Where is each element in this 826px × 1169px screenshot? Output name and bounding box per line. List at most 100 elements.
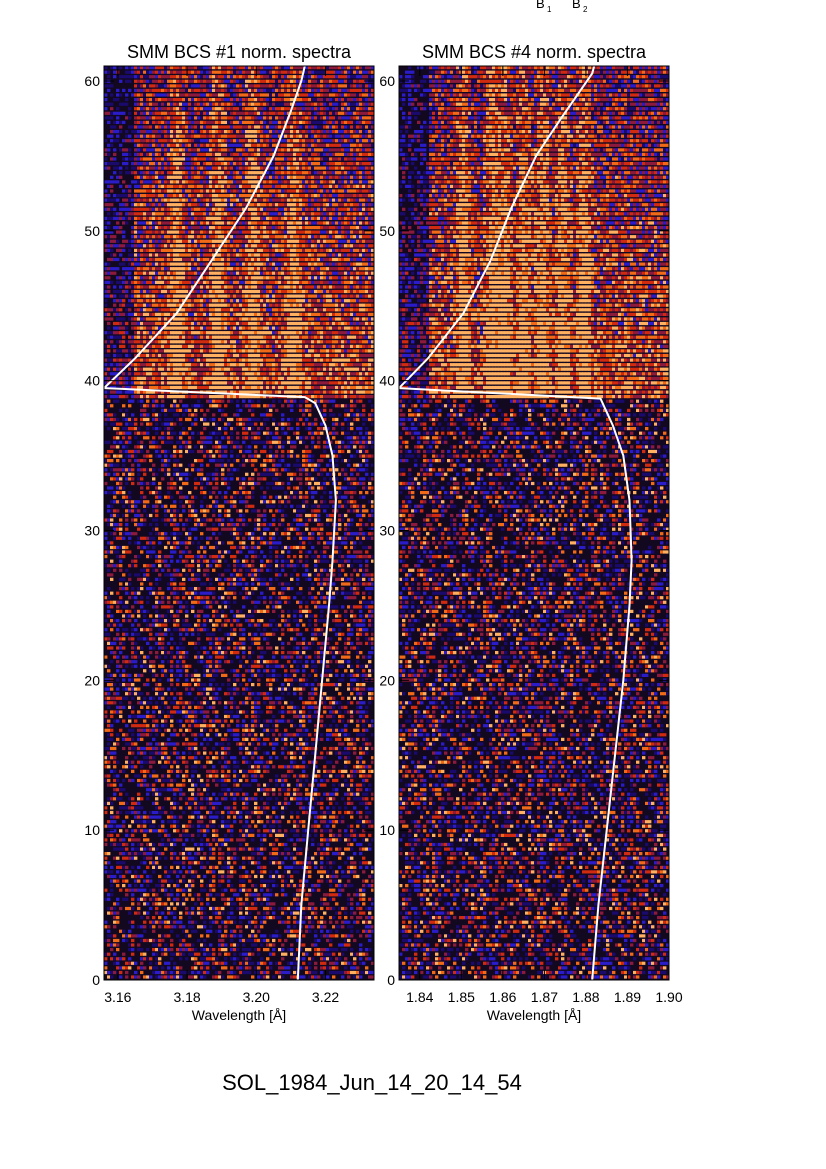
spectrogram-cell [221, 71, 224, 74]
spectrogram-cell [329, 267, 332, 270]
spectrogram-cell [236, 180, 239, 183]
spectrogram-cell [260, 157, 263, 160]
spectrogram-cell [128, 276, 131, 279]
spectrogram-cell [302, 313, 305, 316]
spectrogram-cell [284, 84, 287, 87]
spectrogram-cell [266, 103, 269, 106]
spectrogram-cell [134, 290, 137, 293]
spectrogram-cell [146, 212, 149, 215]
spectrogram-cell [158, 249, 161, 252]
spectrogram-cell [242, 144, 245, 147]
spectrogram-cell [266, 148, 269, 151]
spectrogram-cell [323, 285, 326, 288]
spectrogram-cell [326, 148, 329, 151]
spectrogram-cell [260, 281, 263, 284]
spectrogram-cell [122, 139, 125, 142]
spectrogram-cell [134, 208, 137, 211]
spectrogram-cell [317, 139, 320, 142]
spectrogram-cell [362, 189, 365, 192]
spectrogram-cell [365, 103, 368, 106]
spectrogram-cell [314, 285, 317, 288]
spectrogram-cell [137, 144, 140, 147]
spectrogram-cell [110, 208, 113, 211]
spectrogram-cell [299, 98, 302, 101]
spectrogram-cell [164, 167, 167, 170]
spectrogram-cell [239, 235, 242, 238]
spectrogram-cell [275, 89, 278, 92]
spectrogram-cell [227, 157, 230, 160]
spectrogram-cell [266, 304, 269, 307]
spectrogram-cell [218, 121, 221, 124]
spectrogram-cell [338, 290, 341, 293]
spectrogram-cell [155, 263, 158, 266]
spectrogram-cell [230, 295, 233, 298]
spectrogram-cell [215, 75, 218, 78]
spectrogram-cell [245, 244, 248, 247]
spectrogram-cell [353, 226, 356, 229]
spectrogram-cell [359, 212, 362, 215]
spectrogram-cell [242, 217, 245, 220]
spectrogram-cell [182, 153, 185, 156]
spectrogram-cell [275, 290, 278, 293]
spectrogram-cell [215, 231, 218, 234]
spectrogram-cell [125, 148, 128, 151]
spectrogram-cell [314, 299, 317, 302]
spectrogram-cell [164, 171, 167, 174]
spectrogram-cell [149, 139, 152, 142]
spectrogram-cell [257, 148, 260, 151]
spectrogram-cell [113, 299, 116, 302]
spectrogram-cell [206, 135, 209, 138]
spectrogram-cell [173, 162, 176, 165]
spectrogram-cell [308, 258, 311, 261]
spectrogram-cell [182, 267, 185, 270]
spectrogram-cell [197, 189, 200, 192]
spectrogram-cell [326, 231, 329, 234]
spectrogram-cell [188, 185, 191, 188]
spectrogram-cell [203, 249, 206, 252]
spectrogram-cell [284, 71, 287, 74]
spectrogram-cell [287, 313, 290, 316]
spectrogram-cell [134, 263, 137, 266]
spectrogram-cell [296, 153, 299, 156]
spectrogram-cell [320, 189, 323, 192]
spectrogram-cell [332, 258, 335, 261]
spectrogram-cell [194, 180, 197, 183]
spectrogram-cell [326, 317, 329, 320]
spectrogram-cell [173, 263, 176, 266]
spectrogram-cell [158, 167, 161, 170]
spectrogram-cell [143, 98, 146, 101]
spectrogram-cell [263, 84, 266, 87]
spectrogram-cell [131, 217, 134, 220]
spectrogram-cell [200, 84, 203, 87]
spectrogram-cell [296, 258, 299, 261]
spectrogram-cell [344, 153, 347, 156]
spectrogram-cell [263, 153, 266, 156]
spectrogram-cell [332, 185, 335, 188]
spectrogram-cell [260, 139, 263, 142]
spectrogram-cell [140, 258, 143, 261]
spectrogram-cell [329, 212, 332, 215]
spectrogram-cell [254, 199, 257, 202]
spectrogram-cell [224, 217, 227, 220]
spectrogram-cell [338, 135, 341, 138]
spectrogram-cell [224, 249, 227, 252]
spectrogram-cell [257, 167, 260, 170]
spectrogram-cell [221, 267, 224, 270]
spectrogram-cell [248, 148, 251, 151]
spectrogram-cell [200, 139, 203, 142]
spectrogram-cell [245, 185, 248, 188]
spectrogram-cell [341, 89, 344, 92]
spectrogram-cell [320, 276, 323, 279]
spectrogram-cell [224, 121, 227, 124]
spectrogram-cell [113, 258, 116, 261]
spectrogram-cell [269, 235, 272, 238]
spectrogram-cell [161, 112, 164, 115]
spectrogram-cell [248, 103, 251, 106]
spectrogram-cell [155, 84, 158, 87]
spectrogram-cell [215, 112, 218, 115]
spectrogram-cell [146, 317, 149, 320]
spectrogram-cell [194, 235, 197, 238]
spectrogram-cell [293, 272, 296, 275]
spectrogram-cell [242, 226, 245, 229]
spectrogram-cell [350, 249, 353, 252]
